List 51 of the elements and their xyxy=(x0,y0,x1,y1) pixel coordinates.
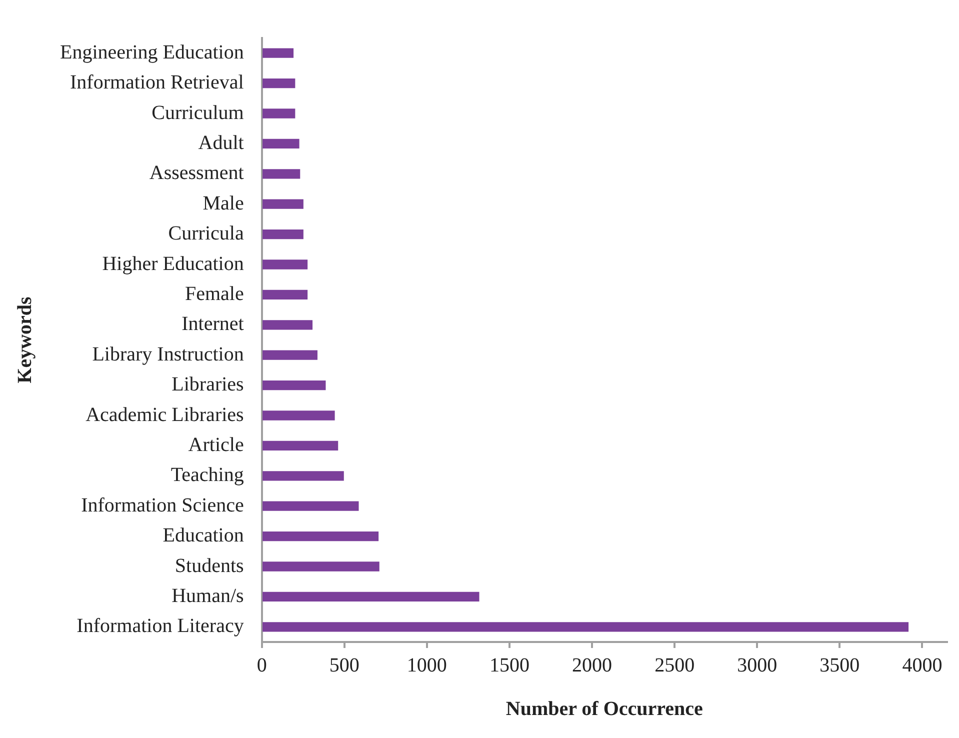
bar xyxy=(262,350,318,360)
y-tick-label: Education xyxy=(162,524,244,547)
bar xyxy=(262,592,480,602)
bar xyxy=(262,169,300,179)
x-tick-label: 0 xyxy=(256,654,267,676)
y-tick-label: Information Science xyxy=(81,494,244,516)
bar xyxy=(262,138,300,149)
bar xyxy=(262,108,296,118)
x-tick-label: 3000 xyxy=(737,654,778,676)
y-tick-label: Male xyxy=(202,192,244,214)
y-tick-label: Academic Libraries xyxy=(86,404,244,426)
bar xyxy=(262,380,326,390)
y-tick-label: Students xyxy=(174,554,244,577)
y-tick-label: Information Literacy xyxy=(76,615,244,638)
y-tick-label: Article xyxy=(188,434,244,456)
y-tick-label: Information Retrieval xyxy=(70,72,244,94)
x-tick-label: 2000 xyxy=(572,654,612,676)
x-tick-label: 2500 xyxy=(654,654,695,676)
y-tick-label: Human/s xyxy=(172,584,244,607)
bar xyxy=(262,622,909,632)
y-tick-label: Library Instruction xyxy=(92,343,244,366)
y-axis-title: Keywords xyxy=(14,296,36,384)
x-axis-title: Number of Occurrence xyxy=(506,698,704,720)
x-tick-label: 4000 xyxy=(902,654,942,676)
bar xyxy=(262,48,294,58)
bar xyxy=(262,320,313,330)
y-tick-label: Female xyxy=(184,282,244,305)
bar xyxy=(262,501,359,511)
x-tick-label: 3500 xyxy=(820,654,860,676)
y-tick-label: Internet xyxy=(182,313,244,336)
y-tick-label: Libraries xyxy=(172,374,244,396)
y-tick-label: Curricula xyxy=(168,222,244,245)
bar xyxy=(262,199,304,209)
bar xyxy=(262,440,338,451)
y-tick-label: Engineering Education xyxy=(60,41,244,64)
y-tick-label: Adult xyxy=(198,132,244,154)
x-tick-label: 1500 xyxy=(489,654,530,676)
bar xyxy=(262,78,296,88)
bar xyxy=(262,471,344,481)
x-tick-label: 500 xyxy=(329,654,360,676)
bar xyxy=(262,531,379,542)
y-tick-label: Higher Education xyxy=(102,252,244,275)
bar xyxy=(262,410,335,420)
bar xyxy=(262,290,308,300)
x-tick-label: 1000 xyxy=(406,654,447,676)
bar xyxy=(262,229,304,240)
y-tick-label: Assessment xyxy=(149,162,244,184)
bar xyxy=(262,562,380,572)
bar xyxy=(262,260,308,270)
y-tick-label: Teaching xyxy=(170,464,244,486)
y-tick-label: Curriculum xyxy=(152,102,244,124)
